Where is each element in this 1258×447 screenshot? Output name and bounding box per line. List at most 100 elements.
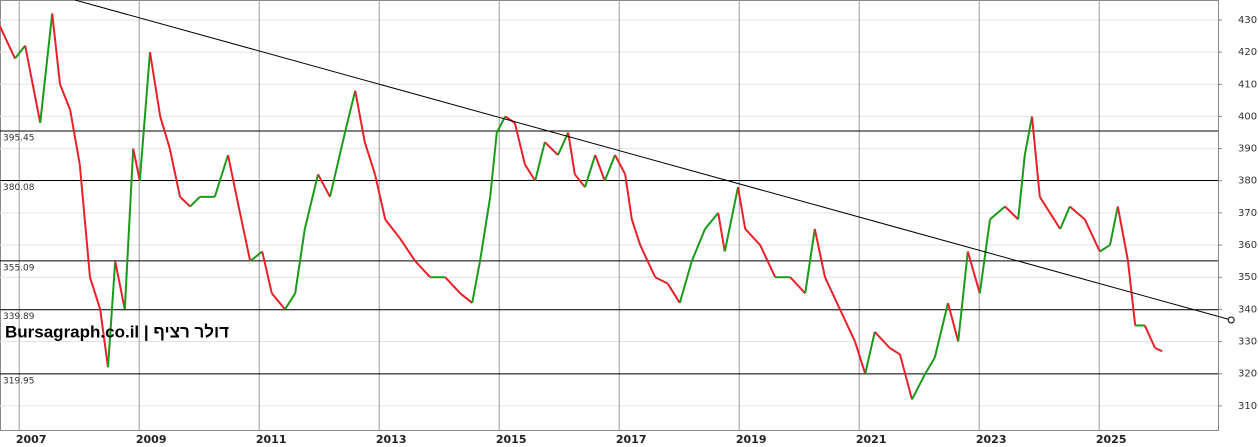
price-segment: [544, 141, 559, 156]
price-segment: [69, 109, 81, 165]
price-segment: [1154, 347, 1163, 353]
y-tick-label: 350: [1238, 272, 1257, 283]
x-tick-label: 2011: [256, 433, 287, 446]
x-tick-label: 2019: [736, 433, 767, 446]
plot-frame: [0, 0, 1219, 431]
price-segment: [14, 45, 26, 60]
price-segment: [933, 302, 949, 358]
price-segment: [1083, 218, 1101, 252]
y-tick-label: 330: [1238, 337, 1257, 348]
x-tick-label: 2009: [136, 433, 167, 446]
x-tick-label: 2007: [16, 433, 47, 446]
price-segment: [603, 154, 616, 182]
x-tick-label: 2015: [496, 433, 527, 446]
trend-end: [1227, 316, 1235, 324]
price-segment: [854, 341, 867, 375]
price-segment: [479, 196, 492, 262]
price-segment: [813, 228, 826, 278]
price-segment: [363, 141, 376, 175]
trend-line: [74, 0, 1232, 321]
price-segment: [189, 196, 201, 208]
price-segment: [99, 309, 109, 368]
price-segment: [261, 251, 273, 294]
y-tick-label: 370: [1238, 208, 1257, 219]
price-segment: [414, 260, 431, 278]
level-label: 355.09: [3, 263, 35, 273]
series: [0, 13, 1163, 400]
price-segment: [89, 276, 102, 310]
price-segment: [123, 148, 135, 310]
price-segment: [924, 357, 936, 375]
price-segment: [114, 260, 126, 310]
price-segment: [489, 132, 498, 197]
price-segment: [1099, 244, 1111, 253]
y-tick-label: 410: [1238, 79, 1257, 90]
price-segment: [789, 276, 806, 294]
price-segment: [574, 173, 586, 188]
price-segment: [444, 276, 461, 294]
price-segment: [138, 52, 151, 181]
level-label: 395.45: [3, 134, 35, 144]
y-tick-label: 320: [1238, 369, 1257, 380]
price-segment: [459, 292, 473, 304]
price-segment: [284, 292, 297, 310]
y-tick-label: 400: [1238, 111, 1257, 122]
price-segment: [179, 196, 191, 208]
price-segment: [107, 261, 117, 368]
price-segment: [639, 244, 657, 278]
x-tick-label: 2021: [856, 433, 887, 446]
price-segment: [471, 260, 481, 304]
price-segment: [1004, 205, 1019, 221]
price-segment: [534, 141, 546, 181]
price-segment: [513, 122, 526, 165]
price-segment: [1038, 196, 1051, 214]
price-segment: [303, 174, 319, 230]
y-tick-label: 380: [1238, 176, 1257, 187]
y-tick-label: 390: [1238, 144, 1257, 155]
price-segment: [159, 116, 171, 149]
price-segment: [51, 13, 61, 85]
level-label: 380.08: [3, 183, 35, 193]
price-segment: [39, 13, 54, 123]
price-segment: [329, 132, 346, 198]
price-segment: [654, 276, 669, 285]
price-segment: [1143, 325, 1156, 349]
price-segment: [874, 331, 891, 349]
price-segment: [1023, 116, 1033, 156]
price-segment: [399, 238, 417, 262]
price-segment: [899, 354, 913, 400]
x-tick-label: 2025: [1096, 433, 1127, 446]
price-segment: [1017, 154, 1026, 220]
price-segment: [723, 186, 739, 252]
price-segment: [59, 83, 72, 111]
price-segment: [524, 164, 537, 182]
price-segment: [294, 228, 306, 294]
y-tick-label: 360: [1238, 240, 1257, 251]
price-segment: [989, 205, 1006, 221]
price-segment: [630, 219, 642, 246]
price-segment: [666, 283, 681, 304]
price-segment: [978, 219, 991, 294]
price-segment: [249, 250, 263, 262]
level-label: 339.89: [3, 312, 35, 322]
price-segment: [947, 302, 960, 342]
price-segment: [1109, 206, 1119, 246]
price-segment: [344, 90, 357, 133]
price-segment: [889, 347, 901, 356]
y-tick-label: 310: [1238, 401, 1257, 412]
price-segment: [624, 174, 633, 220]
price-segment: [824, 276, 841, 310]
price-segment: [567, 132, 576, 175]
price-segment: [374, 174, 387, 220]
chart-title: Bursagraph.co.il | דולר רציף: [5, 322, 229, 341]
price-segment: [227, 154, 241, 214]
price-segment: [384, 218, 401, 240]
price-segment: [744, 228, 761, 246]
price-segment: [1031, 116, 1041, 197]
price-segment: [864, 331, 876, 374]
price-segment: [1049, 212, 1062, 230]
price-segment: [1116, 206, 1129, 262]
price-segment: [1059, 206, 1071, 230]
price-segment: [759, 244, 777, 278]
